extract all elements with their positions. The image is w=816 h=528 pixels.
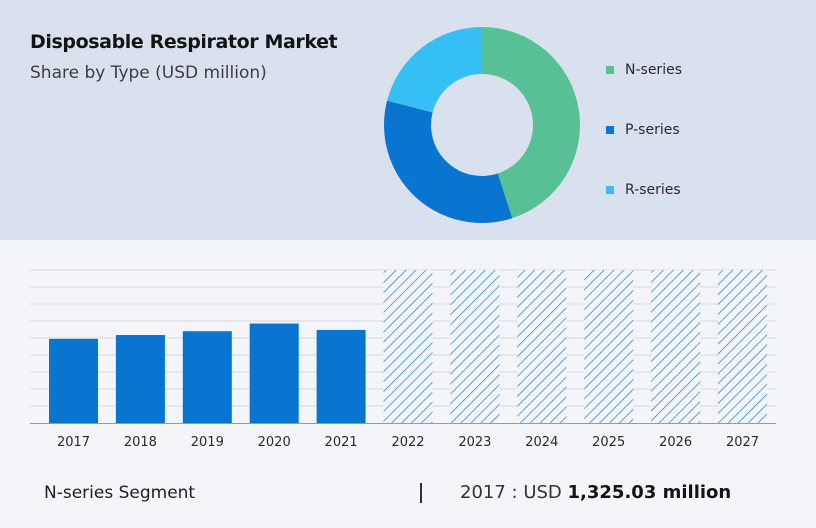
forecast-bar-2026 [651, 270, 701, 423]
x-tick-label-2020: 2020 [258, 435, 291, 450]
forecast-bar-2025 [584, 270, 634, 423]
x-tick-label-2027: 2027 [726, 435, 759, 450]
bar-2017 [49, 338, 98, 423]
x-tick-label-2018: 2018 [124, 435, 157, 450]
segment-amount: 1,325.03 million [567, 482, 732, 503]
forecast-bar-2022 [383, 270, 433, 423]
x-tick-label-2025: 2025 [592, 435, 625, 450]
legend-item-p-series: P-series [606, 120, 680, 140]
donut-slice-r-series [387, 27, 482, 113]
legend-item-r-series: R-series [606, 180, 681, 200]
x-tick-label-2023: 2023 [458, 435, 491, 450]
forecast-bar-2027 [718, 270, 767, 423]
bar-2021 [316, 329, 366, 423]
x-tick-label-2026: 2026 [659, 435, 692, 450]
segment-value: 2017 : USD 1,325.03 million [460, 482, 731, 503]
x-tick-label-2017: 2017 [57, 435, 90, 450]
segment-year-label: 2017 : USD [460, 482, 562, 503]
bar-2018 [115, 335, 165, 423]
legend-label: N-series [625, 62, 682, 78]
bar-chart: 2017 2018 2019 2020 2021 2022 2023 2024 2025 2026… [30, 269, 776, 450]
x-tick-label-2022: 2022 [391, 435, 424, 450]
legend-label: P-series [625, 122, 680, 138]
donut-chart [384, 27, 580, 223]
page-subtitle: Share by Type (USD million) [30, 63, 267, 83]
forecast-bar-2023 [450, 270, 500, 423]
legend-swatch [606, 186, 614, 194]
segment-label: N-series Segment [44, 483, 196, 503]
donut-slice-n-series [482, 27, 580, 219]
x-tick-label-2021: 2021 [325, 435, 358, 450]
bar-2020 [249, 323, 299, 423]
legend-label: R-series [625, 182, 681, 198]
footer-divider [420, 483, 422, 503]
legend-swatch [606, 126, 614, 134]
donut-slice-p-series [384, 100, 513, 223]
x-tick-label-2019: 2019 [191, 435, 224, 450]
page-title: Disposable Respirator Market [30, 31, 338, 53]
x-tick-label-2024: 2024 [525, 435, 558, 450]
bar-2019 [182, 331, 232, 423]
legend-swatch [606, 66, 614, 74]
legend-item-n-series: N-series [606, 60, 682, 80]
forecast-bar-2024 [517, 270, 567, 423]
